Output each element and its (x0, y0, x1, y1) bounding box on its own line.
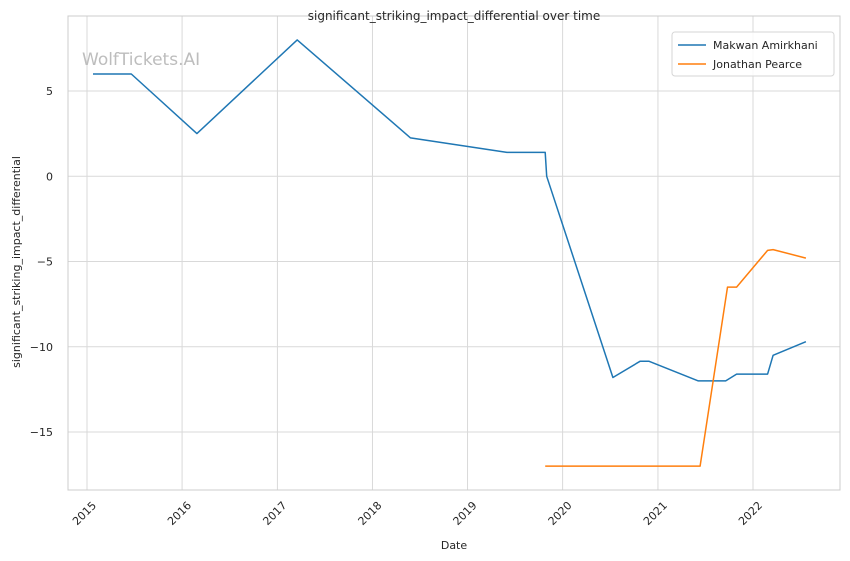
x-tick-label-2015: 2015 (70, 499, 99, 528)
y-tick-label-0: 5 (46, 85, 53, 98)
legend-box (671, 31, 835, 77)
series-line-jonathan-pearce (545, 248, 807, 467)
x-tick-label-2021: 2021 (641, 499, 670, 528)
x-tick-label-2018: 2018 (356, 499, 385, 528)
legend-label-makwan-amirkhani: Makwan Amirkhani (713, 39, 818, 52)
y-tick-label-3: −10 (30, 341, 53, 354)
legend-label-jonathan-pearce: Jonathan Pearce (712, 58, 802, 71)
plot-frame (67, 15, 841, 491)
watermark: WolfTickets.AI (82, 50, 200, 70)
series-line-makwan-amirkhani (93, 39, 807, 382)
x-tick-label-2020: 2020 (546, 499, 575, 528)
x-tick-label-2017: 2017 (260, 499, 289, 528)
x-tick-label-2016: 2016 (165, 499, 194, 528)
series-layer (93, 39, 807, 467)
ticks-layer: 2015 2016 2017 2018 2019 2020 2021 2022 5 0 −5 −10 −… (30, 85, 765, 528)
y-tick-label-2: −5 (37, 256, 53, 269)
y-tick-label-1: 0 (46, 170, 53, 183)
y-tick-label-4: −15 (30, 426, 53, 439)
grid-layer (68, 16, 840, 490)
chart-title: significant_striking_impact_differential… (308, 9, 600, 23)
legend: Makwan Amirkhani Jonathan Pearce (671, 31, 835, 77)
x-tick-label-2019: 2019 (451, 499, 480, 528)
x-axis-title: Date (441, 539, 468, 552)
y-axis-title: significant_striking_impact_differential (10, 156, 23, 368)
x-tick-label-2022: 2022 (736, 499, 765, 528)
